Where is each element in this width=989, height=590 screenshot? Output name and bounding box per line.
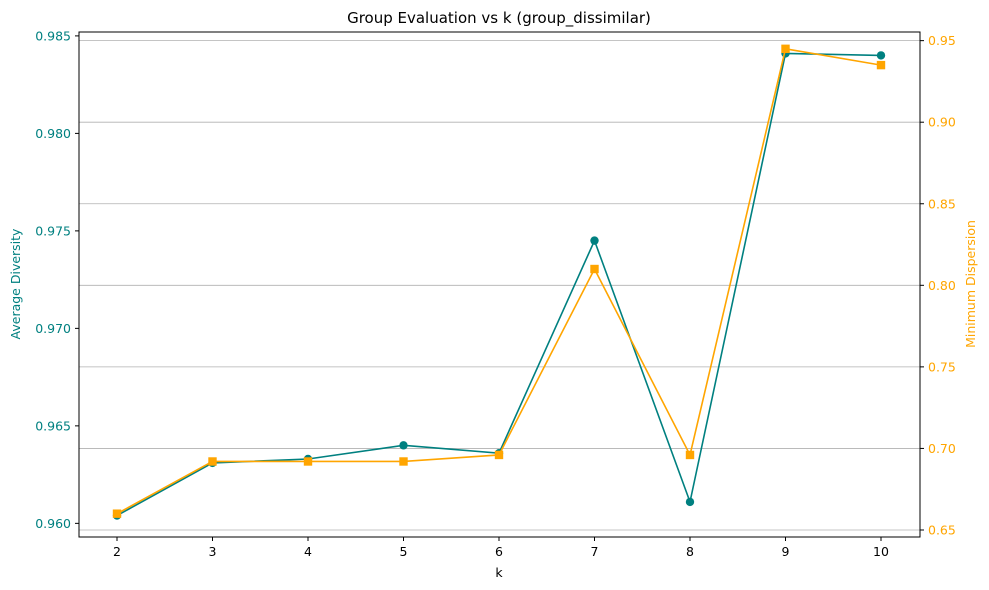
y-axis-right-label: Minimum Dispersion [963, 220, 978, 348]
series-2-point [685, 450, 695, 460]
series-2-point [876, 60, 886, 70]
series-2-point [494, 450, 504, 460]
y-right-tick-label: 0.65 [928, 522, 956, 537]
y-axis-left-label: Average Diversity [8, 228, 23, 340]
y-left-tick-label: 0.970 [35, 321, 71, 336]
y-left-tick-label: 0.975 [35, 223, 71, 238]
y-left-tick-label: 0.960 [35, 516, 71, 531]
x-tick-label: 10 [873, 544, 889, 559]
chart-title: Group Evaluation vs k (group_dissimilar) [347, 9, 651, 28]
x-tick-label: 2 [113, 544, 121, 559]
y-right-tick-label: 0.90 [928, 115, 956, 130]
series-2-point [590, 264, 599, 274]
gridlines [79, 40, 920, 531]
series-2-line [116, 47, 882, 515]
series-1-point [399, 441, 408, 450]
plot-frame [78, 31, 921, 538]
x-axis-label: k [495, 565, 503, 580]
x-tick-label: 4 [304, 544, 312, 559]
x-tick-label: 6 [495, 544, 503, 559]
series-2-point [399, 457, 408, 466]
x-tick-label: 5 [400, 544, 408, 559]
series-1-line [116, 52, 882, 517]
y-right-tick-label: 0.85 [928, 196, 956, 211]
y-right-tick-label: 0.75 [928, 359, 956, 374]
series-2-point [781, 44, 790, 54]
y-axis-right: 0.65 0.70 0.75 0.80 0.85 0.90 0.95 [920, 33, 956, 537]
x-tick-label: 9 [782, 544, 790, 559]
y-right-tick-label: 0.70 [928, 441, 956, 456]
x-tick-label: 8 [686, 544, 694, 559]
y-left-tick-label: 0.980 [35, 126, 71, 141]
x-axis: 2 3 4 5 6 7 8 9 10 [113, 537, 889, 559]
series-2-point [112, 509, 122, 518]
y-right-tick-label: 0.95 [928, 33, 956, 48]
series-1-point [685, 497, 695, 507]
series-1-point [590, 236, 599, 245]
series-layer [112, 44, 886, 520]
y-axis-left: 0.960 0.965 0.970 0.975 0.980 0.985 [35, 28, 79, 531]
x-tick-label: 3 [209, 544, 217, 559]
y-right-tick-label: 0.80 [928, 278, 956, 293]
series-2-point [303, 457, 313, 466]
series-1-point [876, 51, 886, 60]
x-tick-label: 7 [591, 544, 599, 559]
y-left-tick-label: 0.985 [35, 28, 71, 43]
series-2-point [208, 457, 217, 466]
y-left-tick-label: 0.965 [35, 418, 71, 433]
